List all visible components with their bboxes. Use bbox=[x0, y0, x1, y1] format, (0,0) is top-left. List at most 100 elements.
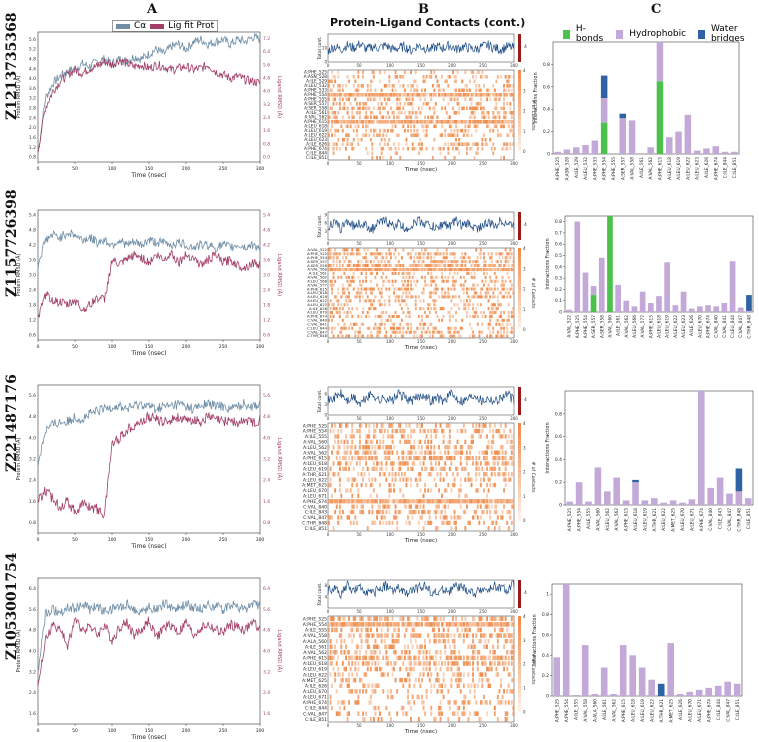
contact-cell bbox=[430, 428, 433, 434]
contact-cell bbox=[399, 268, 402, 272]
contact-cell bbox=[402, 275, 405, 279]
contact-cell bbox=[439, 93, 442, 97]
y-tick-label: 0 bbox=[547, 152, 550, 158]
contact-cell bbox=[425, 268, 428, 272]
contact-cell bbox=[504, 477, 507, 482]
contact-cell bbox=[470, 102, 473, 106]
contact-cell bbox=[419, 472, 422, 477]
contact-cell bbox=[351, 93, 354, 97]
contact-cell bbox=[368, 633, 371, 638]
contact-cell bbox=[371, 334, 374, 338]
contact-cell bbox=[363, 672, 366, 677]
contact-cell bbox=[348, 283, 350, 287]
contact-cell bbox=[383, 644, 386, 649]
category-label: A:ILE_561 bbox=[602, 699, 608, 720]
contact-cell bbox=[492, 303, 495, 307]
contact-cell bbox=[391, 314, 394, 318]
contact-cell bbox=[340, 627, 343, 633]
contact-cell bbox=[489, 264, 492, 268]
contact-cell bbox=[439, 330, 442, 334]
contact-cell bbox=[371, 155, 374, 160]
contact-cell bbox=[354, 93, 357, 97]
contact-cell bbox=[430, 268, 433, 272]
contact-cell bbox=[337, 461, 340, 466]
contact-cell bbox=[338, 146, 341, 151]
bar-segment bbox=[676, 694, 684, 696]
contact-cell bbox=[512, 666, 515, 672]
contact-cell bbox=[351, 445, 354, 450]
contact-cell bbox=[464, 128, 467, 133]
contact-cell bbox=[467, 499, 470, 504]
contact-cell bbox=[433, 256, 436, 260]
contact-cell bbox=[374, 97, 377, 102]
contact-cell bbox=[496, 75, 499, 79]
contact-cell bbox=[390, 93, 392, 97]
contact-cell bbox=[510, 455, 513, 461]
heatmap-row bbox=[328, 633, 513, 638]
contact-cell bbox=[354, 477, 357, 482]
contact-cell bbox=[509, 279, 512, 283]
contact-cell bbox=[338, 622, 341, 627]
contact-cell bbox=[414, 88, 417, 93]
contact-cell bbox=[359, 439, 361, 444]
contact-cell bbox=[493, 88, 496, 93]
contact-cell bbox=[376, 248, 378, 252]
contact-cell bbox=[444, 650, 447, 655]
contact-cell bbox=[496, 717, 499, 722]
contact-cell bbox=[452, 279, 454, 283]
contact-cell bbox=[453, 120, 456, 124]
contact-cell bbox=[408, 252, 411, 256]
contact-cell bbox=[328, 111, 330, 115]
contact-cell bbox=[357, 488, 360, 493]
contact-cell bbox=[348, 477, 350, 482]
contact-cell bbox=[430, 264, 433, 268]
contact-cell bbox=[466, 260, 468, 264]
contact-cell bbox=[335, 504, 338, 509]
contact-cell bbox=[464, 661, 467, 666]
contact-cell bbox=[466, 268, 468, 272]
contact-cell bbox=[366, 268, 369, 272]
category-label: C:LEU_844 bbox=[730, 315, 736, 338]
contact-cell bbox=[410, 428, 412, 434]
contact-cell bbox=[439, 450, 442, 455]
contact-cell bbox=[489, 655, 492, 661]
contact-cell bbox=[503, 666, 505, 672]
contact-cell bbox=[357, 124, 360, 129]
contact-cell bbox=[380, 314, 383, 318]
heatmap-x-tick-label: 250 bbox=[479, 161, 487, 166]
contact-cell bbox=[425, 283, 428, 287]
contact-cell bbox=[360, 622, 363, 627]
contact-cell bbox=[434, 268, 437, 272]
contact-cell bbox=[414, 79, 417, 84]
contact-cell bbox=[473, 291, 476, 295]
contact-cell bbox=[510, 93, 513, 97]
contact-cell bbox=[382, 445, 385, 450]
contact-cell bbox=[388, 97, 391, 102]
contact-cell bbox=[393, 622, 395, 627]
contact-cell bbox=[335, 689, 338, 694]
contact-cell bbox=[458, 650, 461, 655]
contact-cell bbox=[419, 455, 422, 461]
contact-cell bbox=[455, 295, 457, 299]
contact-cell bbox=[473, 428, 476, 434]
contact-cell bbox=[352, 616, 355, 622]
contact-cell bbox=[509, 638, 512, 644]
contact-cell bbox=[430, 93, 433, 97]
contact-cell bbox=[372, 299, 375, 303]
contact-cell bbox=[417, 633, 420, 638]
contact-cell bbox=[388, 252, 391, 256]
contact-cell bbox=[403, 434, 406, 439]
contact-cell bbox=[512, 111, 515, 115]
category-label: A:THR_621 bbox=[652, 508, 658, 532]
contact-cell bbox=[461, 287, 464, 291]
right-axis-label: Ligand RMSD (Å) bbox=[276, 76, 283, 118]
contact-cell bbox=[450, 260, 453, 264]
colorbar-step bbox=[518, 668, 521, 674]
contact-cell bbox=[427, 509, 430, 515]
contact-cell bbox=[456, 450, 459, 455]
contact-cell bbox=[441, 711, 443, 716]
contact-cell bbox=[486, 287, 488, 291]
contact-cell bbox=[331, 330, 333, 334]
contact-cell bbox=[447, 287, 450, 291]
heatmap-row bbox=[329, 279, 512, 283]
